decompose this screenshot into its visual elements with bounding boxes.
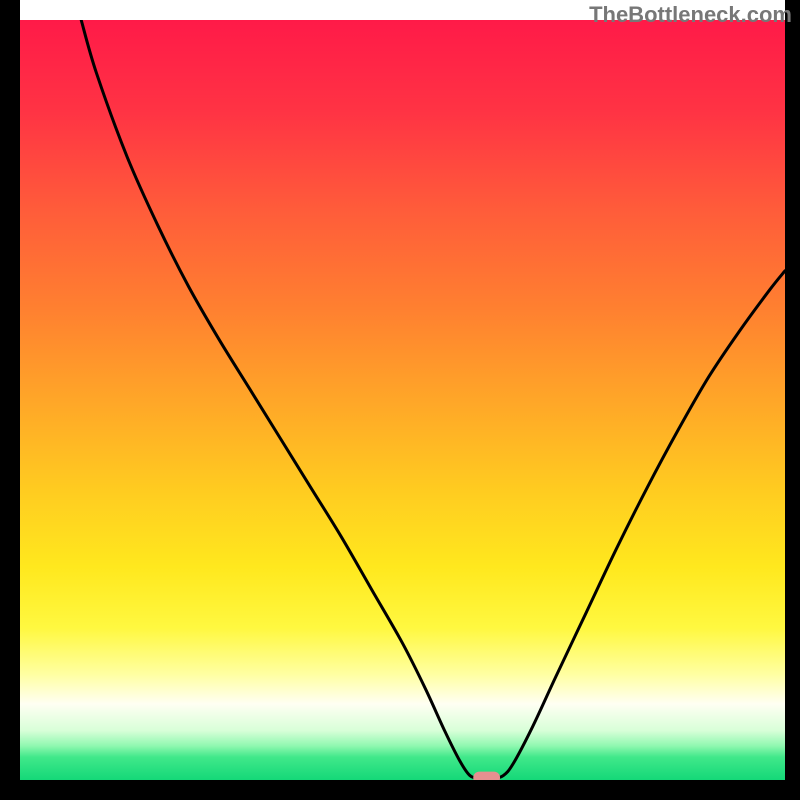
bottleneck-chart [0,0,800,800]
frame-bottom [0,780,800,800]
frame-right [785,0,800,800]
gradient-background [20,20,785,780]
chart-container: TheBottleneck.com [0,0,800,800]
watermark-label: TheBottleneck.com [589,2,792,28]
frame-left [0,0,20,800]
